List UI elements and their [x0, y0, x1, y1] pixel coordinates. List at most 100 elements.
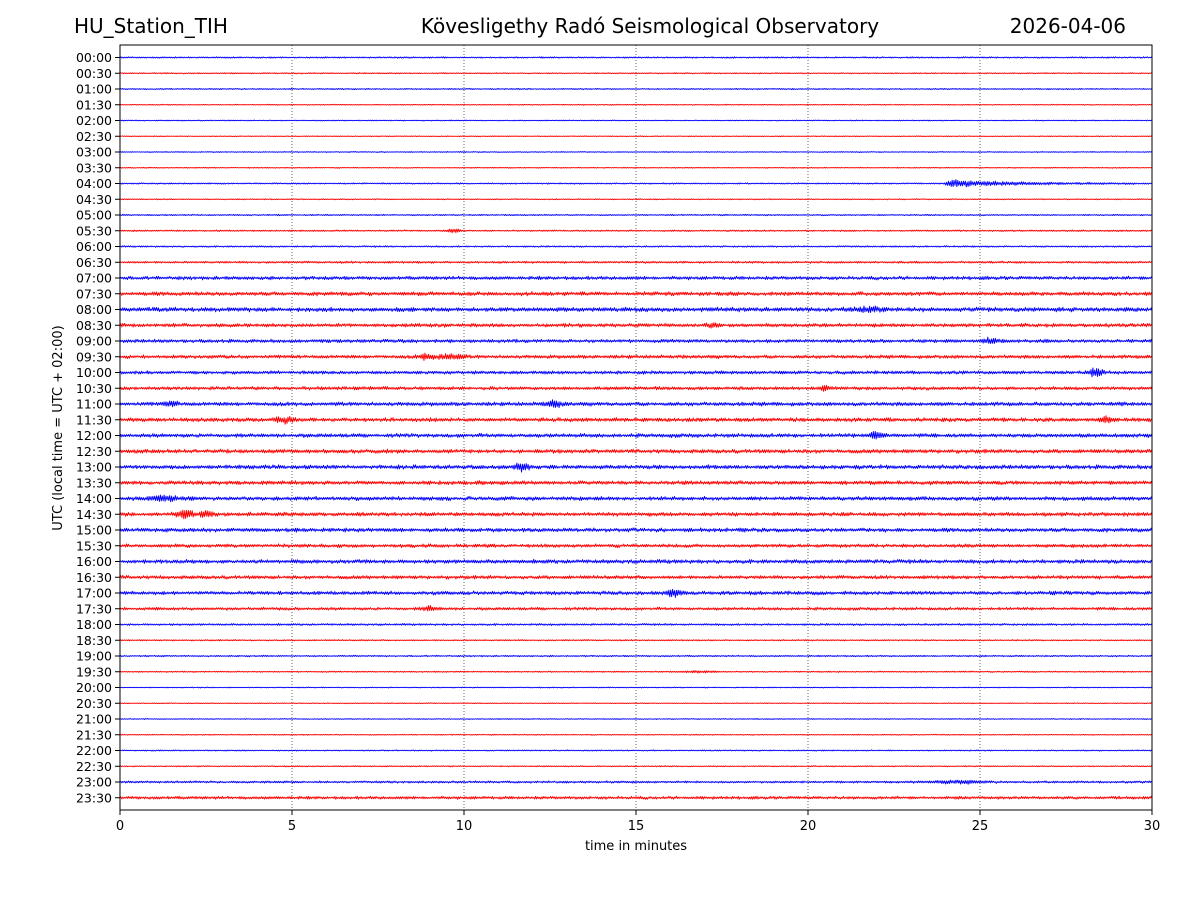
trace-2300	[119, 779, 1153, 785]
y-tick-label: 13:00	[76, 460, 112, 475]
y-tick-label: 02:00	[76, 113, 112, 128]
trace-2030	[119, 702, 1153, 705]
y-tick-label: 06:30	[76, 255, 112, 270]
trace-0400	[119, 179, 1153, 188]
y-tick-label: 07:00	[76, 271, 112, 286]
y-tick-label: 14:30	[76, 507, 112, 522]
trace-1200	[119, 430, 1153, 440]
trace-2130	[119, 733, 1153, 736]
y-tick-label: 09:00	[76, 334, 112, 349]
y-tick-label: 06:00	[76, 239, 112, 254]
trace-1600	[119, 558, 1153, 565]
x-axis-ticks: 0 5 10 15 20 25 30	[116, 810, 1160, 834]
y-tick-label: 11:30	[76, 412, 112, 427]
y-tick-label: 15:00	[76, 523, 112, 538]
y-tick-label: 00:00	[76, 50, 112, 65]
y-tick-label: 12:00	[76, 428, 112, 443]
trace-0430	[119, 198, 1153, 201]
trace-0200	[119, 119, 1153, 122]
trace-1000	[119, 367, 1153, 378]
y-tick-label: 20:30	[76, 696, 112, 711]
y-tick-label: 02:30	[76, 129, 112, 144]
y-tick-label: 19:30	[76, 664, 112, 679]
trace-2330	[119, 795, 1153, 800]
trace-1300	[119, 462, 1153, 473]
trace-0830	[119, 322, 1153, 329]
trace-0030	[119, 72, 1153, 75]
trace-1800	[119, 622, 1153, 627]
date-title: 2026-04-06	[1009, 14, 1126, 38]
seismogram-traces	[119, 56, 1153, 800]
y-tick-label: 13:30	[76, 475, 112, 490]
y-tick-label: 16:30	[76, 570, 112, 585]
y-tick-label: 20:00	[76, 680, 112, 695]
y-axis-label: UTC (local time = UTC + 02:00)	[51, 325, 66, 530]
trace-1330	[119, 480, 1153, 486]
x-tick-label: 25	[972, 819, 989, 834]
observatory-title: Kövesligethy Radó Seismological Observat…	[420, 14, 880, 38]
y-tick-label: 23:30	[76, 790, 112, 805]
y-tick-label: 12:30	[76, 444, 112, 459]
trace-1900	[119, 654, 1153, 658]
trace-0300	[119, 151, 1153, 153]
y-tick-label: 11:00	[76, 397, 112, 412]
trace-0930	[119, 352, 1153, 361]
y-tick-label: 17:30	[76, 601, 112, 616]
y-tick-label: 21:30	[76, 727, 112, 742]
station-name-title: HU_Station_TIH	[74, 14, 228, 38]
trace-1830	[119, 639, 1153, 642]
trace-0330	[119, 166, 1153, 169]
y-tick-label: 23:00	[76, 775, 112, 790]
y-tick-label: 16:00	[76, 554, 112, 569]
y-tick-label: 10:30	[76, 381, 112, 396]
y-tick-label: 04:00	[76, 176, 112, 191]
trace-0730	[119, 291, 1153, 297]
y-tick-label: 09:30	[76, 349, 112, 364]
y-tick-label: 08:00	[76, 302, 112, 317]
y-tick-label: 18:30	[76, 633, 112, 648]
trace-1130	[119, 415, 1153, 425]
y-tick-label: 17:00	[76, 586, 112, 601]
y-tick-label: 08:30	[76, 318, 112, 333]
trace-0800	[119, 305, 1153, 314]
y-tick-label: 18:00	[76, 617, 112, 632]
trace-1400	[119, 494, 1153, 503]
y-tick-label: 14:00	[76, 491, 112, 506]
trace-0600	[119, 245, 1153, 248]
trace-1630	[119, 574, 1153, 580]
trace-1030	[119, 384, 1153, 392]
y-axis-ticks: 00:0000:3001:0001:3002:0002:3003:0003:30…	[76, 50, 120, 805]
trace-0700	[119, 275, 1153, 281]
y-tick-label: 04:30	[76, 192, 112, 207]
y-tick-label: 19:00	[76, 649, 112, 664]
y-tick-label: 03:30	[76, 160, 112, 175]
x-tick-label: 5	[288, 819, 296, 834]
x-axis-label: time in minutes	[585, 839, 687, 854]
y-tick-label: 07:30	[76, 286, 112, 301]
trace-2200	[119, 749, 1153, 752]
trace-1430	[119, 509, 1153, 520]
trace-1230	[119, 448, 1153, 454]
y-tick-label: 05:30	[76, 223, 112, 238]
trace-1500	[119, 527, 1153, 533]
y-tick-label: 10:00	[76, 365, 112, 380]
y-tick-label: 21:00	[76, 712, 112, 727]
x-tick-label: 30	[1144, 819, 1161, 834]
x-tick-label: 10	[456, 819, 473, 834]
y-tick-label: 22:30	[76, 759, 112, 774]
x-tick-label: 20	[800, 819, 817, 834]
y-tick-label: 01:00	[76, 82, 112, 97]
trace-0530	[119, 228, 1153, 234]
trace-1700	[119, 588, 1153, 598]
x-tick-label: 15	[628, 819, 645, 834]
y-tick-label: 05:00	[76, 208, 112, 223]
trace-1530	[119, 543, 1153, 549]
trace-2100	[119, 718, 1153, 720]
trace-0230	[119, 135, 1153, 138]
grid-lines	[291, 45, 981, 810]
trace-1730	[119, 604, 1153, 612]
trace-2000	[119, 686, 1153, 689]
trace-0100	[119, 87, 1153, 91]
trace-0900	[119, 336, 1153, 345]
